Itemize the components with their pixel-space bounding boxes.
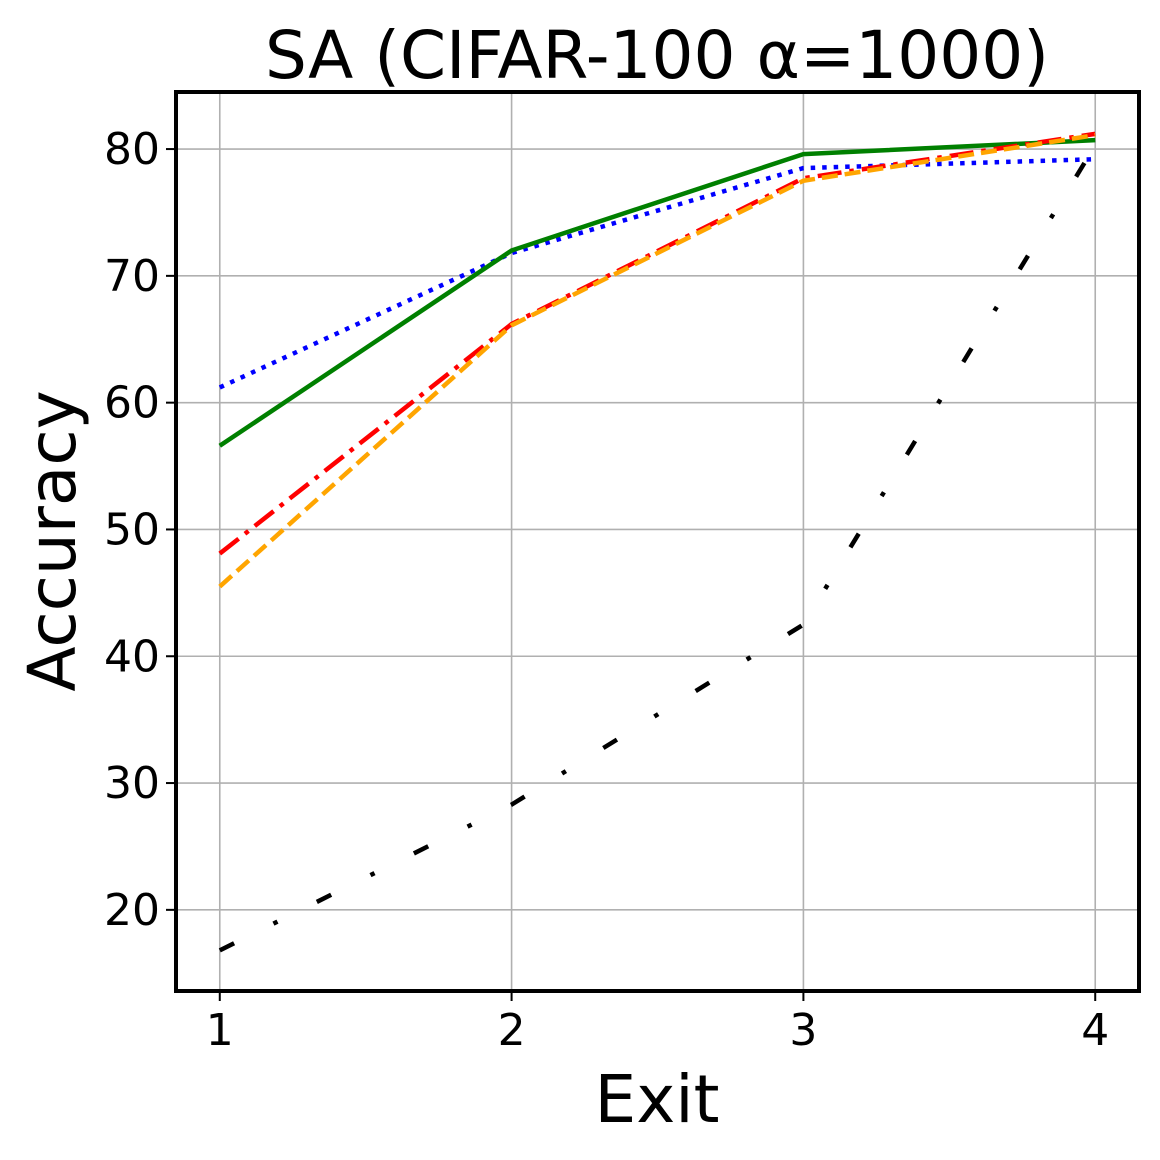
series-line-5 — [218, 144, 1098, 953]
series-line-3 — [218, 131, 1096, 556]
y-tick-label: 30 — [104, 758, 160, 809]
series-layer — [218, 131, 1098, 953]
y-axis-label: Accuracy — [14, 390, 91, 691]
chart-title: SA (CIFAR-100 α=1000) — [265, 17, 1049, 94]
x-tick-label: 1 — [206, 1005, 234, 1056]
y-tick-label: 50 — [104, 504, 160, 555]
y-tick-label: 40 — [104, 631, 160, 682]
y-tick-label: 70 — [104, 251, 160, 302]
x-tick-label: 4 — [1081, 1005, 1109, 1056]
series-line-2 — [218, 137, 1096, 448]
grid — [176, 92, 1139, 991]
plot-frame — [174, 90, 1141, 993]
x-tick-label: 3 — [789, 1005, 817, 1056]
y-tick-label: 60 — [104, 378, 160, 429]
x-tick-label: 2 — [498, 1005, 526, 1056]
y-tick-label: 20 — [104, 885, 160, 936]
ticks: 1 2 3 4 20 30 40 50 60 70 80 — [104, 124, 1109, 1056]
y-tick-label: 80 — [104, 124, 160, 175]
series-line-4 — [218, 132, 1096, 589]
x-axis-label: Exit — [595, 1061, 720, 1138]
series-line-1 — [218, 156, 1096, 390]
